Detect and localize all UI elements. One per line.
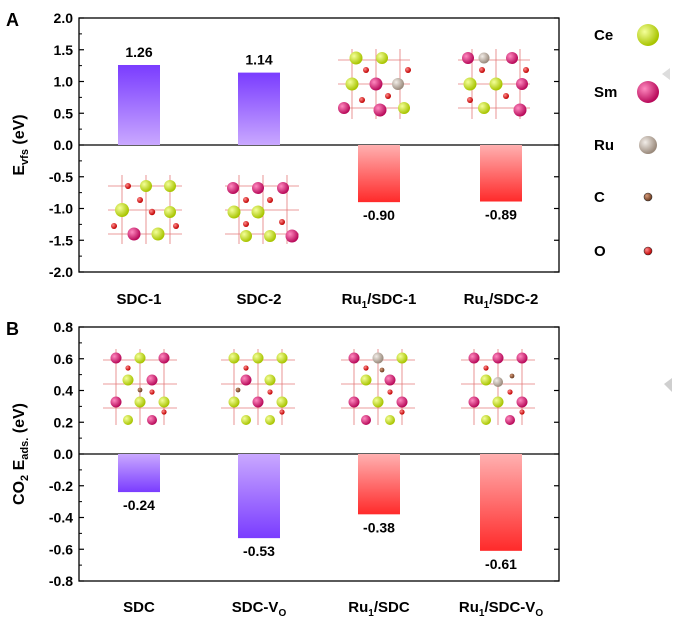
panel-a-y-tick-label: -1.0 [49, 201, 73, 217]
legend-label-ce: Ce [594, 27, 613, 44]
panel-b-bar-3 [358, 454, 400, 515]
panel-b-category-label-1: SDC [123, 599, 155, 616]
panel-b-category-label-2: SDC-VO [232, 599, 287, 619]
panel-a-bar-2 [238, 72, 280, 145]
panel-a-category-label-3: Ru1/SDC-1 [342, 291, 417, 311]
panel-b-value-label-2: -0.53 [243, 543, 275, 559]
panel-b-category-labels: SDC SDC-VO Ru1/SDC Ru1/SDC-VO [123, 599, 543, 619]
panel-b-value-labels: -0.24 -0.53 -0.38 -0.61 [123, 497, 517, 572]
panel-a-y-tick-label: -1.5 [49, 232, 73, 248]
panel-b-y-tick-label: 0.6 [54, 351, 74, 367]
panel-b-chart: -0.8-0.6-0.4-0.20.00.20.40.60.8 -0.24-0.… [11, 319, 560, 619]
panel-a-category-label-1: SDC-1 [116, 291, 161, 308]
panel-a-value-label-2: 1.14 [245, 52, 272, 68]
panel-a-y-tick-label: -0.5 [49, 169, 73, 185]
panel-a-value-labels: 1.26 1.14 -0.90 -0.89 [125, 44, 517, 223]
panel-b-value-label-3: -0.38 [363, 519, 395, 535]
legend-label-c: C [594, 189, 605, 206]
panel-a-category-label-2: SDC-2 [236, 291, 281, 308]
panel-a-y-tick-label: 1.5 [54, 42, 74, 58]
structure-image-sdc-vo [218, 346, 298, 428]
structure-image-ru1-sdc-2 [455, 46, 533, 122]
panel-a-category-labels: SDC-1 SDC-2 Ru1/SDC-1 Ru1/SDC-2 [116, 291, 538, 311]
panel-a-y-tick-label: 0.0 [54, 137, 74, 153]
panel-b-bar-1 [118, 454, 160, 493]
panel-b-bar-2 [238, 454, 280, 539]
panel-b-y-tick-label: -0.6 [49, 541, 73, 557]
structure-image-ru1-sdc [338, 346, 418, 428]
panel-b-y-axis: -0.8 -0.6 -0.4 -0.2 0.0 0.2 0.4 0.6 0.8 [49, 319, 559, 589]
panel-b-y-tick-label: 0.8 [54, 319, 74, 335]
panel-b-value-label-4: -0.61 [485, 556, 517, 572]
panel-a-bar-4 [480, 145, 522, 202]
structure-image-ru1-sdc-vo [458, 346, 538, 428]
structure-image-sdc-2 [222, 172, 302, 246]
panel-a-y-axis-label: Evfs (eV) [11, 114, 31, 175]
panel-a-y-tick-label: -2.0 [49, 264, 73, 280]
panel-b-category-label-4: Ru1/SDC-VO [459, 599, 543, 619]
panel-a-bar-3 [358, 145, 400, 203]
panel-a-bar-1 [118, 64, 160, 145]
edge-artifact-bottom [664, 378, 672, 392]
panel-a-y-tick-label: 1.0 [54, 74, 74, 90]
panel-b-y-axis-label: CO2 Eads. (eV) [11, 403, 31, 505]
panel-a-y-tick-label: 2.0 [54, 10, 74, 26]
panel-a-value-label-4: -0.89 [485, 207, 517, 223]
panel-a-category-label-4: Ru1/SDC-2 [464, 291, 539, 311]
legend-label-sm: Sm [594, 84, 617, 101]
panel-a-value-label-3: -0.90 [363, 207, 395, 223]
edge-artifact-top [662, 68, 670, 80]
panel-b-y-tick-label: -0.2 [49, 478, 73, 494]
panel-b-bar-4 [480, 454, 522, 551]
panel-label-a: A [6, 10, 19, 30]
panel-label-b: B [6, 319, 19, 339]
panel-a-y-axis: -2.0 -1.5 -1.0 -0.5 0.0 0.5 1.0 1.5 2.0 [49, 10, 559, 280]
element-legend: Ce Sm Ru C O [594, 24, 659, 260]
legend-swatch-ru [639, 136, 657, 154]
panel-a-y-tick-label: 0.5 [54, 105, 74, 121]
panel-b-y-tick-label: -0.8 [49, 573, 73, 589]
legend-label-o: O [594, 243, 606, 260]
panel-b-y-tick-label: 0.2 [54, 414, 74, 430]
structure-image-ru1-sdc-1 [335, 46, 413, 122]
panel-b-value-label-1: -0.24 [123, 497, 155, 513]
structure-image-sdc [100, 346, 180, 428]
panel-b-y-tick-label: 0.4 [54, 383, 74, 399]
legend-swatch-o [643, 246, 653, 256]
structure-image-sdc-1 [105, 172, 185, 246]
panel-a-chart: -2.0 -1.5 -1.0 -0.5 0.0 0.5 1.0 1.5 2.0 1.26 1.14… [11, 10, 560, 311]
legend-label-ru: Ru [594, 137, 614, 154]
panel-b-bars [118, 454, 522, 551]
panel-b-category-label-3: Ru1/SDC [348, 599, 410, 619]
legend-swatch-ce [637, 24, 659, 46]
legend-swatch-sm [637, 81, 659, 103]
panel-b-y-tick-label: -0.4 [49, 510, 73, 526]
panel-b-y-tick-label: 0.0 [54, 446, 74, 462]
legend-swatch-c [643, 192, 653, 202]
panel-a-value-label-1: 1.26 [125, 44, 152, 60]
panel-a-bars [118, 64, 522, 203]
